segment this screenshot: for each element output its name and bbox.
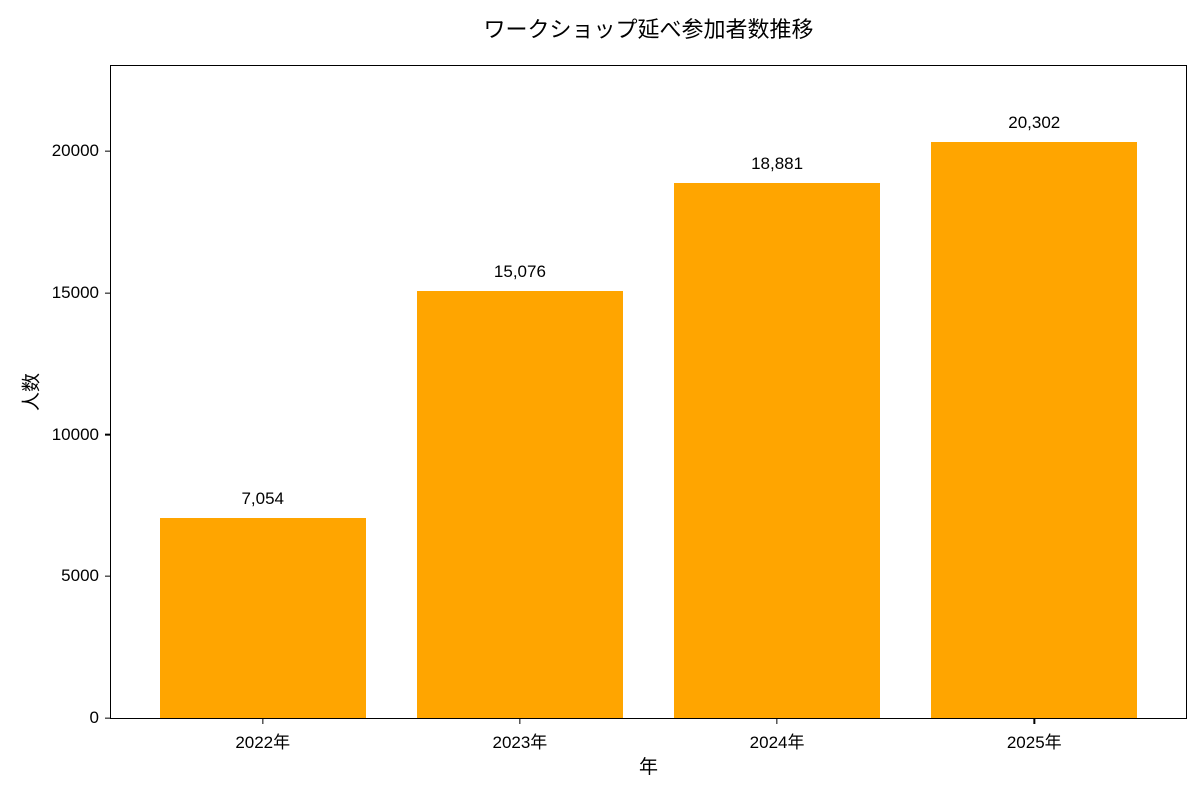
y-tick-mark xyxy=(105,433,111,436)
y-tick-label: 10000 xyxy=(51,424,99,444)
bar xyxy=(417,290,623,718)
chart-title: ワークショップ延べ参加者数推移 xyxy=(483,17,814,42)
bar-value-label: 20,302 xyxy=(1008,113,1061,133)
y-tick-label: 5000 xyxy=(61,566,99,586)
y-tick-mark xyxy=(105,150,111,152)
y-tick-mark xyxy=(105,575,111,577)
bar-value-label: 18,881 xyxy=(751,153,804,173)
y-tick-mark xyxy=(105,292,111,294)
y-tick-label: 20000 xyxy=(51,141,99,161)
x-tick-label: 2023年 xyxy=(492,733,548,752)
y-axis-label: 人数 xyxy=(21,372,43,412)
y-tick-label: 0 xyxy=(89,708,99,727)
bar xyxy=(931,142,1138,718)
x-tick-label: 2022年 xyxy=(235,733,291,752)
x-tick-mark xyxy=(776,718,778,724)
x-tick-mark xyxy=(1033,718,1035,724)
y-tick-label: 15000 xyxy=(51,282,99,302)
x-tick-mark xyxy=(262,718,264,724)
x-tick-label: 2025年 xyxy=(1006,733,1062,752)
x-tick-label: 2024年 xyxy=(749,733,805,752)
plot-area: 7,054 2022年 15,076 2023年 18,881 2024年 20,302 20… xyxy=(52,65,1187,752)
y-tick-mark xyxy=(105,717,111,719)
x-axis-label: 年 xyxy=(638,757,658,778)
bar xyxy=(159,518,366,718)
x-tick-mark xyxy=(519,718,521,724)
bar-value-label: 7,054 xyxy=(241,489,285,509)
bar xyxy=(674,182,880,718)
bar-value-label: 15,076 xyxy=(493,261,546,281)
